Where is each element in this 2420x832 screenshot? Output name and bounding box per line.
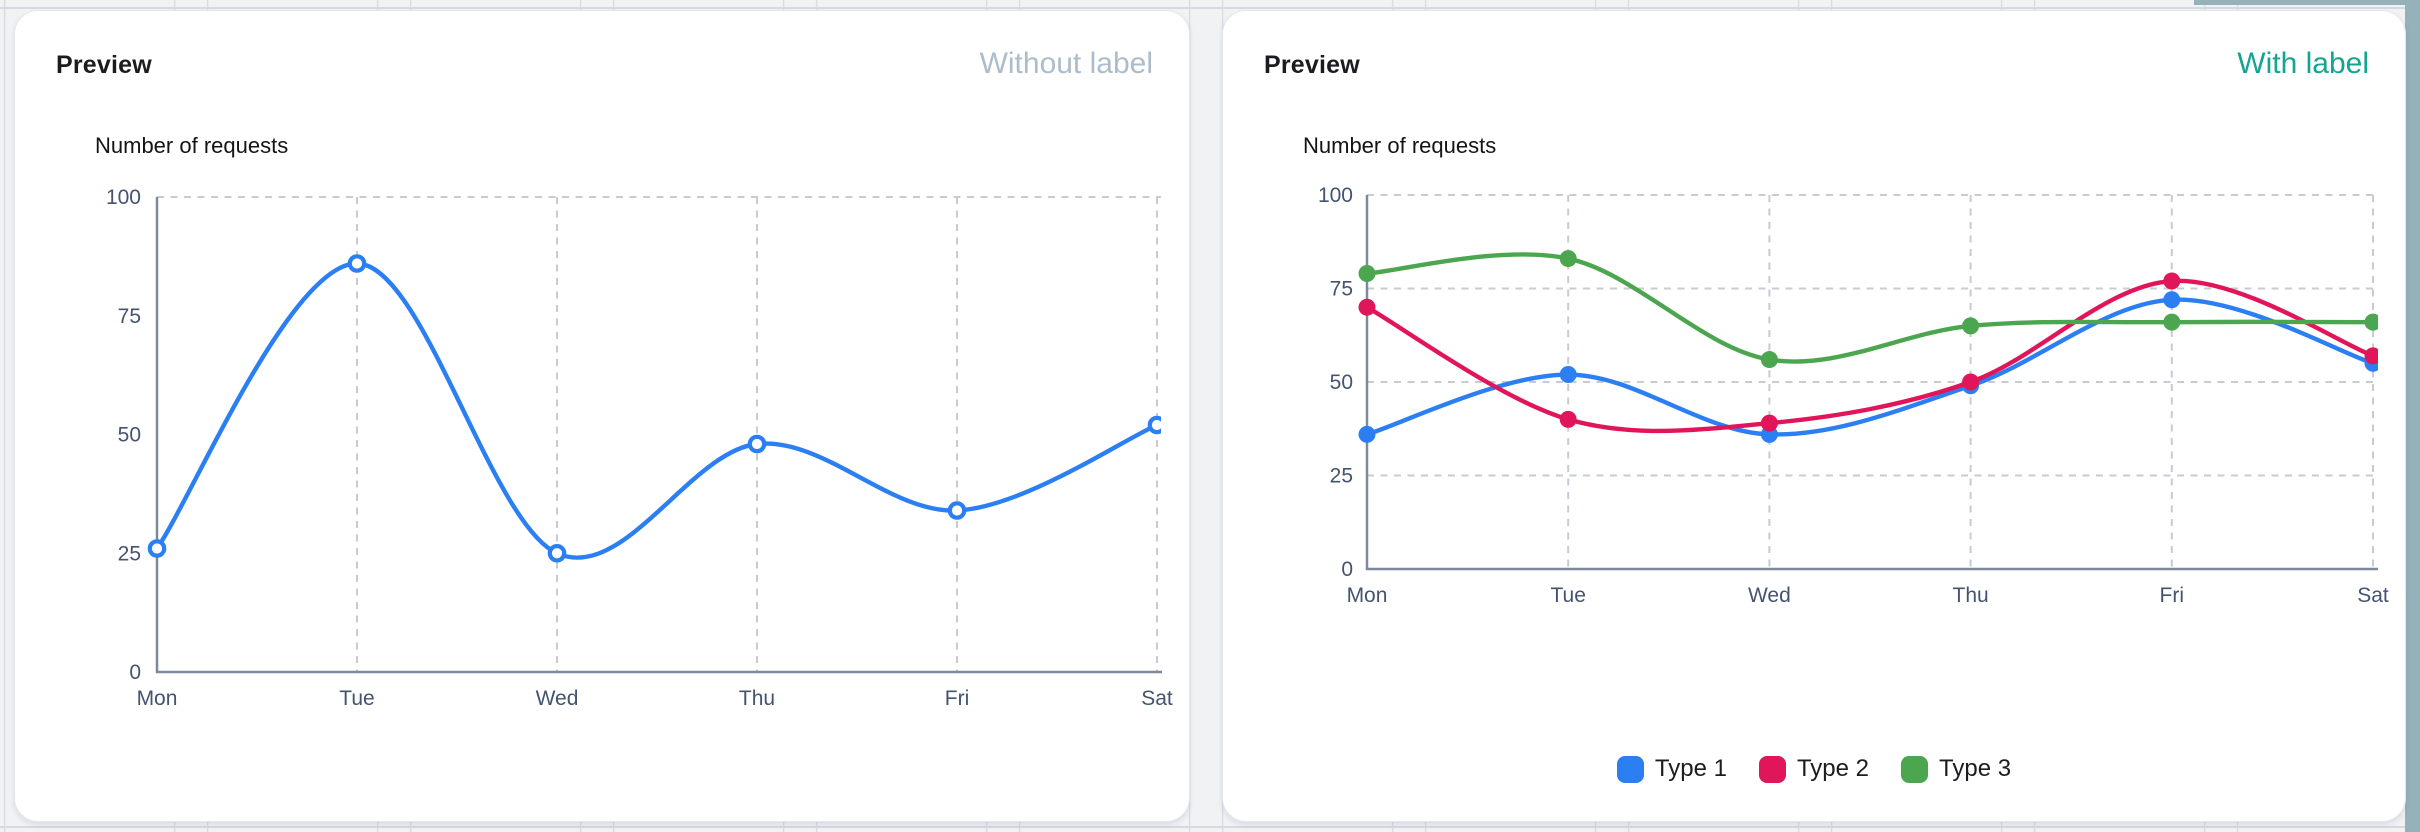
legend-label-type-3: Type 3 xyxy=(1939,755,2012,782)
svg-text:Mon: Mon xyxy=(1347,584,1388,607)
line-chart-without-label: 0 25 50 75 100 Mon Tue Wed Thu Fri Sat xyxy=(106,186,1173,710)
legend-swatch-type-1 xyxy=(1616,755,1644,783)
svg-text:0: 0 xyxy=(1341,558,1353,581)
teal-accent-bar-right xyxy=(2405,0,2420,832)
svg-text:Wed: Wed xyxy=(536,687,579,710)
svg-text:Sat: Sat xyxy=(2357,584,2389,607)
svg-text:Tue: Tue xyxy=(1550,584,1585,607)
background-horizontal-line-top xyxy=(0,7,2420,9)
svg-text:75: 75 xyxy=(118,305,141,328)
svg-text:25: 25 xyxy=(1330,465,1353,488)
legend-item-type-1: Type 1 xyxy=(1616,755,1727,783)
chart-title: Number of requests xyxy=(1303,133,1497,158)
card-title: Preview xyxy=(1264,51,1360,79)
svg-text:75: 75 xyxy=(1330,278,1353,301)
svg-text:Thu: Thu xyxy=(1953,584,1989,607)
legend-item-type-3: Type 3 xyxy=(1901,755,2011,783)
svg-text:100: 100 xyxy=(106,186,141,209)
teal-accent-bar-top xyxy=(2194,0,2420,5)
variant-label-with: With label xyxy=(2237,47,2369,80)
legend-item-type-2: Type 2 xyxy=(1758,755,1870,783)
svg-text:Mon: Mon xyxy=(137,687,178,710)
line-chart-with-label: 0 25 50 75 100 Mon Tue Wed Thu Fri Sat xyxy=(1318,184,2389,607)
preview-card-without-label: Preview Without label Number of requests… xyxy=(14,10,1190,822)
svg-text:100: 100 xyxy=(1318,184,1353,207)
svg-text:Sat: Sat xyxy=(1141,687,1173,710)
svg-text:Wed: Wed xyxy=(1748,584,1791,607)
chart-title: Number of requests xyxy=(95,133,289,158)
chart-legend: Type 1 Type 2 Type 3 xyxy=(1223,751,2405,787)
svg-text:0: 0 xyxy=(129,661,141,684)
svg-text:Thu: Thu xyxy=(739,687,775,710)
legend-swatch-type-3 xyxy=(1901,755,1929,783)
svg-text:Fri: Fri xyxy=(945,687,970,710)
legend-label-type-2: Type 2 xyxy=(1796,755,1870,782)
preview-card-with-label: Preview With label Number of requests 0 2… xyxy=(1222,10,2406,822)
svg-text:Fri: Fri xyxy=(2160,584,2185,607)
svg-text:50: 50 xyxy=(1330,371,1353,394)
svg-text:50: 50 xyxy=(118,424,141,447)
card-title: Preview xyxy=(56,51,152,79)
svg-text:Tue: Tue xyxy=(339,687,374,710)
legend-swatch-type-2 xyxy=(1758,755,1786,783)
variant-label-without: Without label xyxy=(979,47,1153,80)
background-horizontal-line-bottom xyxy=(0,826,2420,828)
legend-label-type-1: Type 1 xyxy=(1654,755,1727,782)
svg-text:25: 25 xyxy=(118,542,141,565)
